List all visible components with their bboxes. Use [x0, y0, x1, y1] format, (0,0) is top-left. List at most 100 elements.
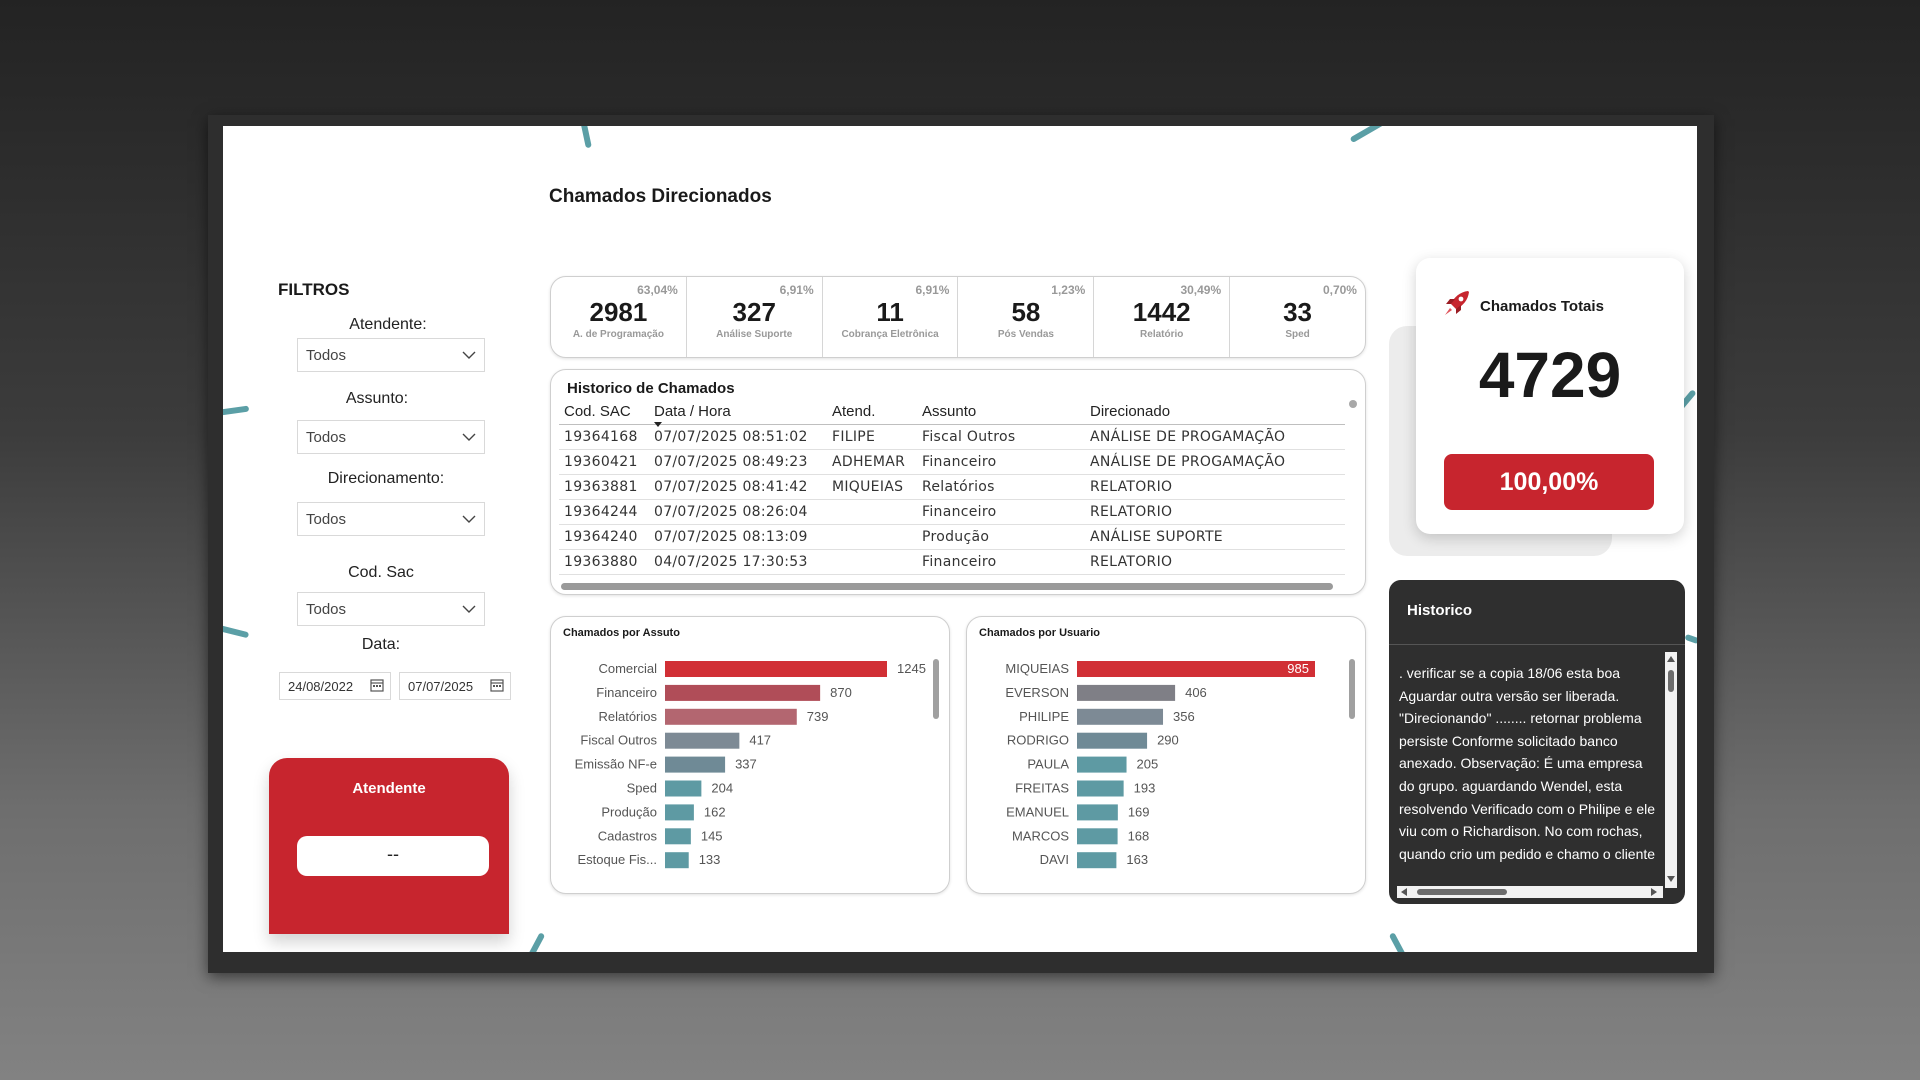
table-cell: Fiscal Outros	[917, 424, 1085, 450]
kpi-card: 6,91% 327 Análise Suporte	[687, 277, 823, 357]
scroll-left-icon[interactable]	[1401, 888, 1407, 896]
kpi-label: Sped	[1285, 329, 1310, 340]
bar[interactable]	[665, 661, 887, 677]
category-label: Fiscal Outros	[580, 733, 657, 748]
totals-percentage: 100,00%	[1444, 454, 1654, 510]
bar[interactable]	[1077, 756, 1127, 773]
filters-title: FILTROS	[278, 280, 350, 299]
bar[interactable]	[1077, 780, 1124, 797]
scrollbar-thumb[interactable]	[1668, 670, 1674, 692]
bar[interactable]	[665, 804, 694, 821]
table-cell: Financeiro	[917, 499, 1085, 525]
category-label: Relatórios	[598, 709, 657, 724]
bar[interactable]	[665, 852, 689, 869]
category-label: Emissão NF-e	[575, 757, 657, 772]
date-end-input[interactable]: 07/07/2025	[399, 672, 511, 700]
historico-note-text: . verificar se a copia 18/06 esta boa Ag…	[1399, 665, 1656, 862]
category-label: PHILIPE	[1019, 709, 1069, 724]
date-start-input[interactable]: 24/08/2022	[279, 672, 391, 700]
calendar-icon[interactable]	[490, 678, 504, 692]
kpi-value: 58	[1011, 297, 1041, 327]
filter-data-label: Data:	[361, 636, 401, 653]
table-cell: 04/07/2025 17:30:53	[649, 549, 827, 575]
scroll-right-icon[interactable]	[1651, 888, 1657, 896]
table-cell: ANÁLISE DE PROGAMAÇÃO	[1085, 424, 1345, 450]
kpi-card: 1,23% 58 Pós Vendas	[958, 277, 1095, 357]
table-cell: RELATORIO	[1085, 549, 1345, 575]
bar[interactable]	[1077, 708, 1164, 725]
horizontal-scrollbar[interactable]	[1397, 886, 1663, 898]
table-row[interactable]: 19364168 07/07/2025 08:51:02 FILIPE Fisc…	[559, 424, 1345, 450]
column-header[interactable]: Assunto	[917, 400, 1085, 425]
scroll-up-icon[interactable]	[1667, 656, 1675, 662]
bar[interactable]	[665, 732, 740, 749]
data-label: 870	[830, 685, 852, 700]
table-cell: Financeiro	[917, 549, 1085, 575]
table-cell: 19364244	[559, 499, 649, 525]
filter-atendente-select[interactable]: Todos	[297, 338, 485, 372]
historico-chamados-table: Cod. SAC Data / Hora Atend. Assunto Dire…	[559, 400, 1345, 575]
filter-codsac-select[interactable]: Todos	[297, 592, 485, 626]
filter-assunto-select[interactable]: Todos	[297, 420, 485, 454]
calendar-icon[interactable]	[370, 678, 384, 692]
data-label: 193	[1134, 781, 1156, 796]
data-label: 1245	[897, 661, 926, 676]
table-cell: ADHEMAR	[827, 449, 917, 475]
scroll-down-icon[interactable]	[1667, 876, 1675, 882]
bar[interactable]	[665, 684, 821, 701]
bar[interactable]	[1077, 804, 1118, 821]
scroll-indicator[interactable]	[1349, 400, 1357, 408]
filter-atendente-value: Todos	[306, 347, 347, 364]
chart-usuario: MIQUEIAS 985 EVERSON 406 PHILIPE 356 RODRIGO 29…	[1005, 661, 1315, 869]
data-label: 205	[1137, 757, 1159, 772]
filter-direcionamento-select[interactable]: Todos	[297, 502, 485, 536]
bar[interactable]	[1077, 852, 1117, 869]
table-row[interactable]: 19364240 07/07/2025 08:13:09 Produção AN…	[559, 524, 1345, 550]
kpi-pct: 1,23%	[1051, 283, 1086, 297]
bar[interactable]	[665, 780, 702, 797]
filter-codsac-label: Cod. Sac	[348, 564, 414, 581]
table-row[interactable]: 19360421 07/07/2025 08:49:23 ADHEMAR Fin…	[559, 449, 1345, 475]
table-row[interactable]: 19364244 07/07/2025 08:26:04 Financeiro …	[559, 499, 1345, 525]
vertical-scrollbar[interactable]	[1349, 659, 1355, 719]
kpi-label: Relatório	[1140, 329, 1184, 340]
kpi-label: Análise Suporte	[716, 329, 793, 340]
category-label: Estoque Fis...	[578, 852, 657, 867]
data-label: 169	[1128, 804, 1150, 819]
table-row[interactable]: 19363881 07/07/2025 08:41:42 MIQUEIAS Re…	[559, 474, 1345, 500]
kpi-value: 327	[732, 297, 776, 327]
table-cell	[827, 499, 917, 525]
bar[interactable]	[665, 828, 691, 845]
bar[interactable]	[1077, 732, 1148, 749]
filter-direcionamento-label: Direcionamento:	[327, 470, 445, 487]
vertical-scrollbar[interactable]	[1665, 652, 1677, 888]
table-row[interactable]: 19363880 04/07/2025 17:30:53 Financeiro …	[559, 549, 1345, 575]
category-label: EMANUEL	[1006, 804, 1069, 819]
table-cell: 07/07/2025 08:49:23	[649, 449, 827, 475]
vertical-scrollbar[interactable]	[933, 659, 939, 719]
table-cell: MIQUEIAS	[827, 474, 917, 500]
category-label: MIQUEIAS	[1005, 661, 1069, 676]
scrollbar-thumb[interactable]	[1417, 889, 1507, 895]
column-header[interactable]: Data / Hora	[649, 400, 827, 425]
chevron-down-icon	[462, 433, 476, 441]
column-header[interactable]: Direcionado	[1085, 400, 1345, 425]
column-header[interactable]: Cod. SAC	[559, 400, 649, 425]
decor-stroke	[526, 932, 546, 952]
bar[interactable]	[1077, 828, 1118, 845]
table-cell: 07/07/2025 08:13:09	[649, 524, 827, 550]
chamados-totais-card: Chamados Totais 4729 100,00%	[1416, 258, 1684, 534]
atendente-card-title: Atendente	[352, 780, 426, 797]
bar[interactable]	[665, 708, 797, 725]
chevron-down-icon	[462, 515, 476, 523]
bar[interactable]	[1077, 661, 1315, 677]
kpi-label: A. de Programação	[572, 329, 664, 340]
table-cell: Relatórios	[917, 474, 1085, 500]
data-label: 162	[704, 804, 726, 819]
horizontal-scrollbar[interactable]	[561, 583, 1333, 590]
kpi-card: 30,49% 1442 Relatório	[1094, 277, 1231, 357]
bar[interactable]	[1077, 684, 1176, 701]
column-header[interactable]: Atend.	[827, 400, 917, 425]
bar[interactable]	[665, 756, 726, 773]
table-cell	[827, 549, 917, 575]
